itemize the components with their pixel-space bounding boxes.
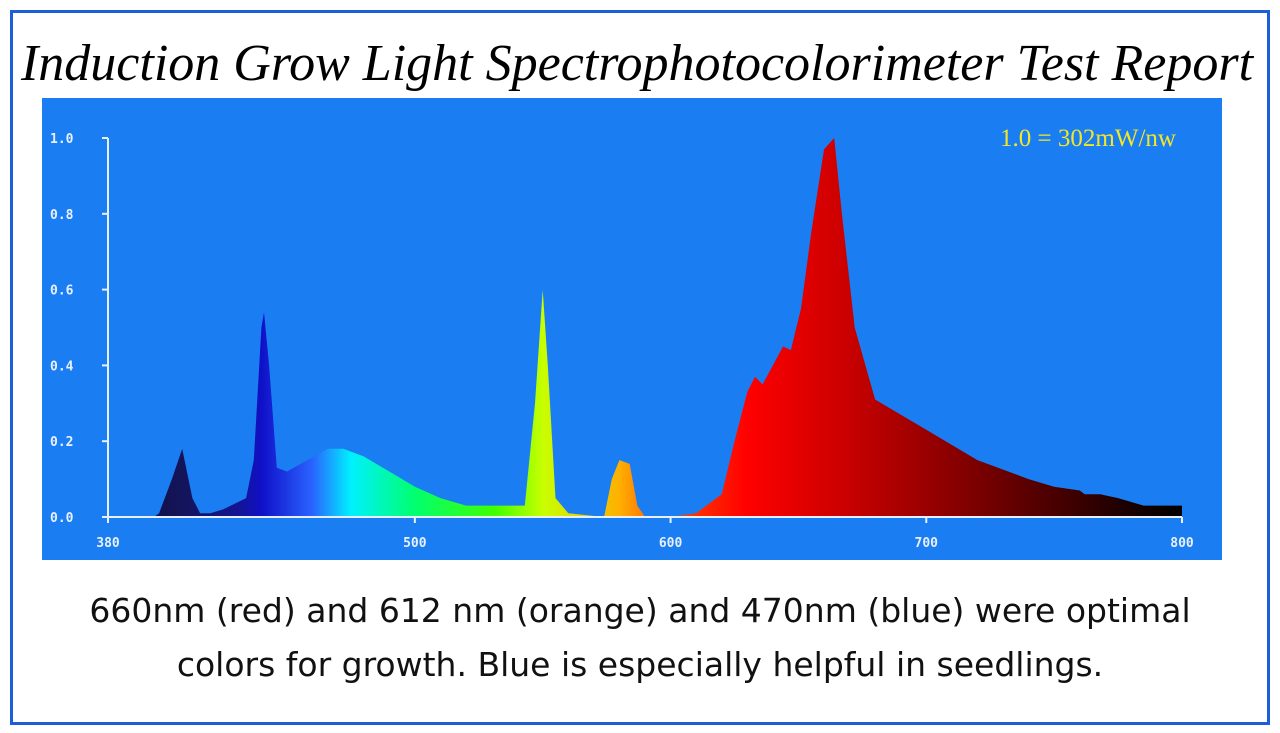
x-tick-label: 600 <box>659 536 683 551</box>
x-tick-label: 800 <box>1170 536 1194 551</box>
y-tick-label: 0.6 <box>50 284 74 299</box>
chart-title: Induction Grow Light Spectrophotocolorim… <box>20 35 1255 92</box>
frame <box>10 10 1270 725</box>
spectrum-area <box>108 138 1182 517</box>
caption-line: 660nm (red) and 612 nm (orange) and 470n… <box>89 591 1190 630</box>
y-tick-label: 0.8 <box>50 208 74 223</box>
annotation: 1.0 = 302mW/nw <box>1000 125 1176 152</box>
x-tick-label: 380 <box>96 536 120 551</box>
y-tick-label: 0.2 <box>50 435 73 450</box>
y-tick-label: 1.0 <box>50 132 74 147</box>
y-tick-label: 0.0 <box>50 511 74 526</box>
caption-line: colors for growth. Blue is especially he… <box>177 645 1103 684</box>
x-tick-label: 700 <box>915 536 939 551</box>
x-tick-label: 500 <box>403 536 427 551</box>
y-tick-label: 0.4 <box>50 359 74 374</box>
